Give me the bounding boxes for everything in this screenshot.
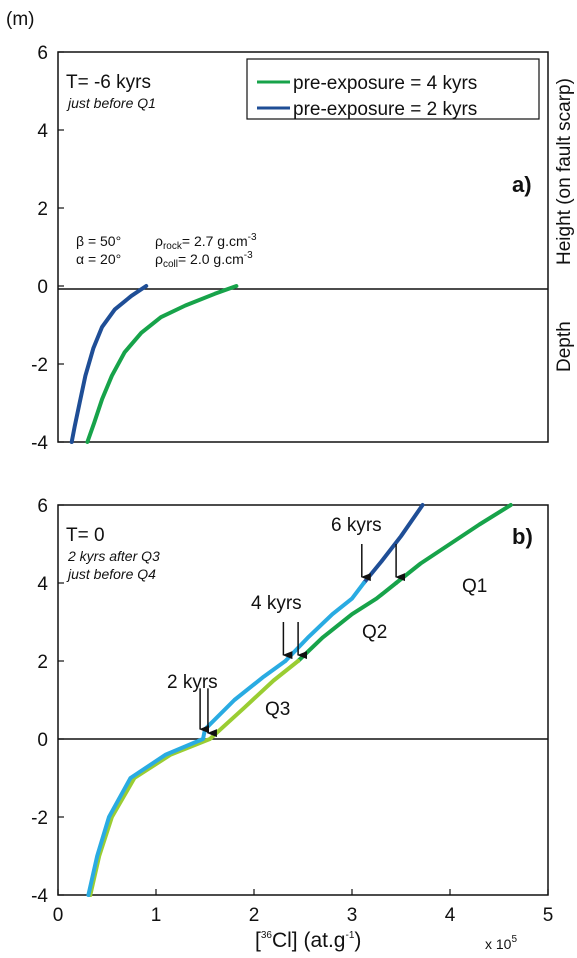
param-rho-rock: ρrock= 2.7 g.cm-3 [155,232,257,252]
y-tick-label: 2 [37,199,48,220]
label-q2: Q2 [362,622,387,643]
annotation-2kyrs: 2 kyrs [167,672,218,693]
y-tick-label: 4 [37,121,48,142]
y-tick-label: 2 [37,652,48,673]
x-label-body: Cl] (at.g [272,929,346,952]
y-tick-label: -2 [31,808,48,829]
y-tick-label: 6 [37,496,48,517]
x-axis-label: [36Cl] (at.g-1) [255,929,361,952]
panel-a-series [69,284,239,444]
x-label-isotope: 36 [261,930,273,941]
panel-b-y-ticks: 6 4 2 0 -2 -4 [31,496,64,907]
panel-a-frame [57,51,549,443]
rho-rock-exp: -3 [248,232,257,243]
panel-b-frame [57,504,549,896]
y-tick-label: -4 [31,886,48,907]
rho-coll-symbol: ρ [155,251,163,267]
panel-b-label: b) [512,524,533,549]
series-line [88,659,301,897]
param-alpha: α = 20° [76,251,121,267]
label-q3: Q3 [265,699,290,720]
rho-rock-symbol: ρ [155,233,163,249]
y-tick-label: -4 [31,433,48,454]
x-tick-label: 4 [445,905,456,926]
panel-a: (m) 6 4 2 0 -2 -4 T= -6 kyrs just before Q1 p… [6,9,575,454]
rho-coll-sub: coll [163,259,178,270]
series-line [361,503,425,585]
panel-a-y-ticks: 6 4 2 0 -2 -4 [31,43,64,454]
x-label-exp: -1 [346,930,355,941]
x-tick-label: 2 [249,905,260,926]
panel-b-time-note-2: just before Q4 [66,566,156,582]
panel-b-time-label: T= 0 [66,525,105,546]
y-label-depth: Depth [554,321,575,372]
x-label-close: ) [354,929,361,952]
y-tick-label: 0 [37,277,48,298]
param-rho-coll: ρcoll= 2.0 g.cm-3 [155,250,253,270]
y-tick-label: 0 [37,730,48,751]
param-beta: β = 50° [76,233,121,249]
rho-rock-value: = 2.7 g.cm [182,233,248,249]
y-label-height: Height (on fault scarp) [554,78,575,265]
y-tick-label: 4 [37,574,48,595]
panel-b-x-ticks: 0 1 2 3 4 5 [53,889,554,926]
unit-label: (m) [6,9,34,30]
series-line [394,503,513,585]
panel-a-time-note: just before Q1 [66,95,156,111]
legend-label-4kyrs: pre-exposure = 4 kyrs [293,73,477,94]
x-tick-label: 0 [53,905,64,926]
x-multiplier-exp: 5 [511,934,517,945]
panel-b-arrows [199,544,406,738]
panel-b: 6 4 2 0 -2 -4 0 1 2 3 4 5 T= 0 2 kyrs after Q3 jus… [31,496,553,952]
y-tick-label: 6 [37,43,48,64]
annotation-4kyrs: 4 kyrs [251,593,302,614]
x-multiplier: x 105 [485,934,517,952]
rho-coll-value: = 2.0 g.cm [178,251,244,267]
rho-rock-sub: rock [163,241,183,252]
y-tick-label: -2 [31,355,48,376]
series-line [283,581,366,663]
x-multiplier-base: x 10 [485,936,512,952]
panel-a-time-label: T= -6 kyrs [66,72,151,93]
series-line [69,284,149,444]
x-tick-label: 1 [151,905,162,926]
x-tick-label: 5 [543,905,554,926]
rho-coll-exp: -3 [244,250,253,261]
legend-box [246,58,540,120]
x-label-open: [ [255,929,261,952]
legend-label-2kyrs: pre-exposure = 2 kyrs [293,99,477,120]
series-line [85,284,239,444]
label-q1: Q1 [462,576,487,597]
annotation-6kyrs: 6 kyrs [331,515,382,536]
panel-a-label: a) [512,172,532,197]
series-line [296,581,399,663]
panel-b-time-note-1: 2 kyrs after Q3 [67,548,160,564]
legend: pre-exposure = 4 kyrs pre-exposure = 2 k… [246,58,540,120]
series-line [86,659,288,897]
x-tick-label: 3 [347,905,358,926]
panel-b-series [86,503,513,897]
